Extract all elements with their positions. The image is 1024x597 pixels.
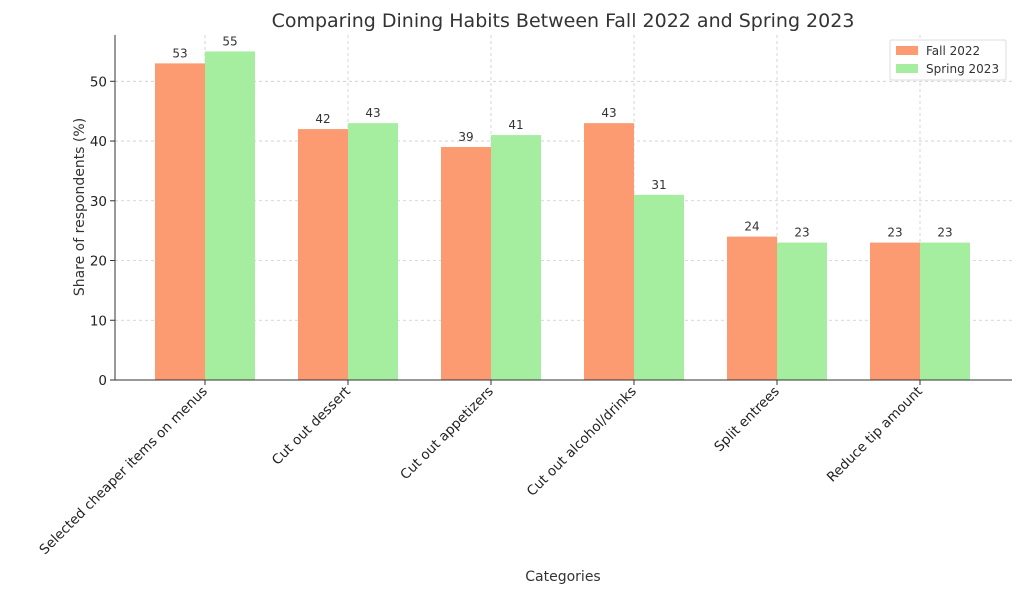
bar-value-label: 23 (794, 226, 809, 240)
bar (441, 147, 491, 380)
x-tick-label: Cut out dessert (269, 384, 354, 469)
x-axis-label: Categories (525, 569, 600, 585)
bar-value-label: 42 (315, 112, 330, 126)
bar-value-label: 53 (172, 46, 187, 60)
y-axis-label: Share of respondents (%) (72, 118, 88, 296)
x-tick-label: Split entrees (711, 384, 783, 456)
bar (584, 123, 634, 380)
bar (870, 242, 920, 380)
chart-title: Comparing Dining Habits Between Fall 202… (272, 10, 855, 32)
legend-swatch (896, 64, 918, 73)
legend-box (889, 39, 1007, 81)
bar-value-label: 43 (601, 106, 616, 120)
bar (205, 51, 255, 381)
grid (110, 35, 1012, 385)
legend-label: Fall 2022 (926, 44, 980, 58)
y-tick-label: 10 (90, 313, 107, 329)
bar (634, 194, 684, 380)
bar (920, 242, 970, 380)
y-tick-label: 50 (90, 74, 107, 90)
bar-value-label: 43 (365, 106, 380, 120)
y-tick-label: 40 (90, 134, 107, 150)
bar (155, 63, 205, 381)
bar-value-label: 23 (887, 226, 902, 240)
legend: Fall 2022 Spring 2023 (889, 39, 1007, 81)
x-tick-label: Selected cheaper items on menus (36, 384, 210, 558)
bar-value-label: 41 (508, 118, 523, 132)
y-tick-label: 30 (90, 194, 107, 210)
bar-value-label: 39 (458, 130, 473, 144)
bar (491, 135, 541, 380)
x-tick-label: Cut out alcohol/drinks (524, 384, 640, 500)
bar (298, 129, 348, 380)
x-tick-label: Cut out appetizers (397, 384, 497, 484)
bar (348, 123, 398, 380)
y-tick-label: 20 (90, 254, 107, 270)
x-tick-label: Reduce tip amount (824, 384, 926, 486)
legend-label: Spring 2023 (926, 62, 999, 76)
bar (777, 242, 827, 380)
bar-value-label: 55 (222, 34, 237, 48)
bar-value-label: 24 (744, 220, 759, 234)
bars (155, 51, 970, 381)
y-tick-label: 0 (98, 373, 107, 389)
bar-value-label: 31 (651, 178, 666, 192)
axes (114, 35, 1012, 381)
bar (727, 236, 777, 380)
bar-value-label: 23 (937, 226, 952, 240)
legend-swatch (896, 46, 918, 55)
